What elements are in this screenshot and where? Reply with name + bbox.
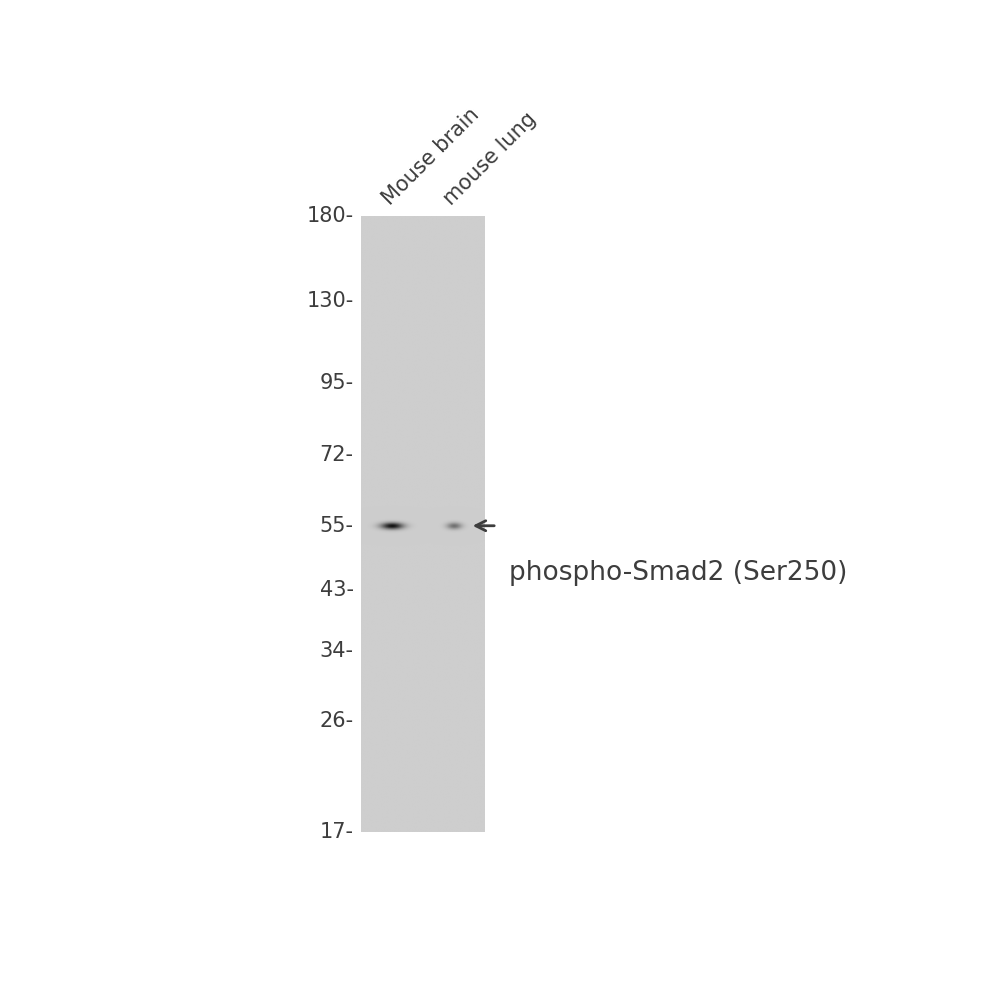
Text: 55-: 55- — [320, 516, 354, 536]
Text: 95-: 95- — [320, 373, 354, 393]
Text: 17-: 17- — [320, 822, 354, 842]
Text: phospho-Smad2 (Ser250): phospho-Smad2 (Ser250) — [509, 560, 847, 586]
Text: 180-: 180- — [306, 206, 354, 226]
Text: 26-: 26- — [320, 711, 354, 731]
Text: mouse lung: mouse lung — [440, 108, 541, 209]
Text: 130-: 130- — [306, 291, 354, 311]
Text: 43-: 43- — [320, 580, 354, 600]
Text: Mouse brain: Mouse brain — [378, 104, 483, 209]
Text: 72-: 72- — [320, 445, 354, 465]
Text: 34-: 34- — [320, 641, 354, 661]
